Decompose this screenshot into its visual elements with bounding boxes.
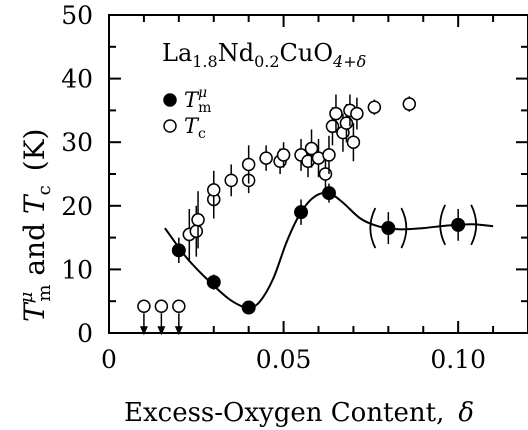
title-sub-1: 1.8 (192, 52, 217, 71)
title-sub-2: 0.2 (254, 52, 279, 71)
y-axis-label: Tμm and Tc (K) (16, 129, 55, 322)
tc-point (154, 299, 169, 314)
legend-tc-sub: c (198, 126, 206, 142)
tc-point (322, 148, 336, 162)
chart-title: La1.8Nd0.2CuO4+δ (162, 39, 366, 71)
y-label-t2-sub: c (34, 185, 55, 195)
tm-point (381, 221, 396, 236)
fit-curve-layer (164, 191, 494, 309)
x-tick-label: 0.10 (430, 345, 486, 374)
legend-marker-tc (163, 119, 177, 133)
y-tick-label: 10 (61, 255, 93, 284)
tc-point (350, 106, 364, 121)
tc-upper-limit-arrow-head (157, 326, 166, 336)
tc-point (367, 100, 382, 114)
legend: Tμ m Tc (163, 85, 211, 142)
title-base-1: La (162, 39, 192, 67)
tc-point (189, 224, 204, 238)
tc-point (191, 213, 205, 227)
title-base-2: Nd (218, 39, 254, 67)
y-tick-label: 30 (61, 128, 93, 157)
tm-bracket-left (369, 207, 377, 249)
x-axis-label-text: Excess-Oxygen Content, (124, 398, 444, 428)
legend-tm-base: T (184, 88, 200, 112)
data-points-layer (137, 94, 478, 336)
y-label-t1: T (18, 301, 51, 322)
tm-bracket-right (400, 207, 408, 249)
tc-point (346, 135, 361, 149)
y-label-t1-sup: μ (16, 292, 37, 304)
legend-tc-base: T (184, 114, 200, 138)
y-tick-label: 40 (61, 65, 93, 94)
tm-point (241, 300, 256, 315)
tc-point (276, 148, 291, 162)
plot-frame (108, 14, 528, 334)
tm-point (206, 275, 221, 290)
tm-point (321, 186, 336, 201)
tc-point (402, 97, 417, 111)
y-label-unit: (K) (18, 129, 51, 172)
tm-bracket-left (439, 204, 446, 246)
tc-point (207, 183, 221, 197)
tc-point (304, 141, 319, 156)
tc-point (172, 299, 186, 314)
tm-bracket-right (470, 204, 478, 246)
legend-tm-sub: m (198, 100, 211, 116)
y-label-t1-sub: m (34, 285, 55, 302)
y-label-mid: and (18, 214, 51, 284)
legend-label-tm: Tμ m (184, 85, 211, 116)
tm-point (294, 205, 309, 220)
tc-upper-limit-arrow-head (139, 326, 148, 336)
tc-point (329, 106, 343, 121)
x-axis-label-symbol: δ (458, 398, 474, 428)
tick-labels: 0 10 20 30 40 50 0 0.05 0.10 (61, 1, 486, 374)
tc-upper-limit-arrow-head (174, 326, 183, 336)
tc-point (137, 299, 151, 314)
title-sub-3: 4+δ (332, 52, 366, 71)
y-tick-label: 50 (61, 1, 93, 30)
x-axis-label: Excess-Oxygen Content, δ (124, 398, 474, 428)
tm-fit-curve (164, 191, 494, 309)
y-tick-label: 0 (77, 319, 93, 348)
tc-point (241, 157, 256, 172)
x-tick-label: 0.05 (256, 345, 312, 374)
x-tick-label: 0 (101, 345, 117, 374)
tm-point (171, 243, 186, 258)
tc-point (259, 151, 273, 165)
legend-marker-tm (163, 93, 177, 107)
tc-point (224, 173, 238, 188)
legend-label-tc: Tc (184, 114, 206, 142)
tm-point (451, 217, 466, 232)
legend-tm-sup: μ (198, 85, 207, 101)
y-tick-label: 20 (61, 192, 93, 221)
y-label-t2: T (18, 193, 51, 214)
title-base-3: CuO (280, 39, 334, 67)
